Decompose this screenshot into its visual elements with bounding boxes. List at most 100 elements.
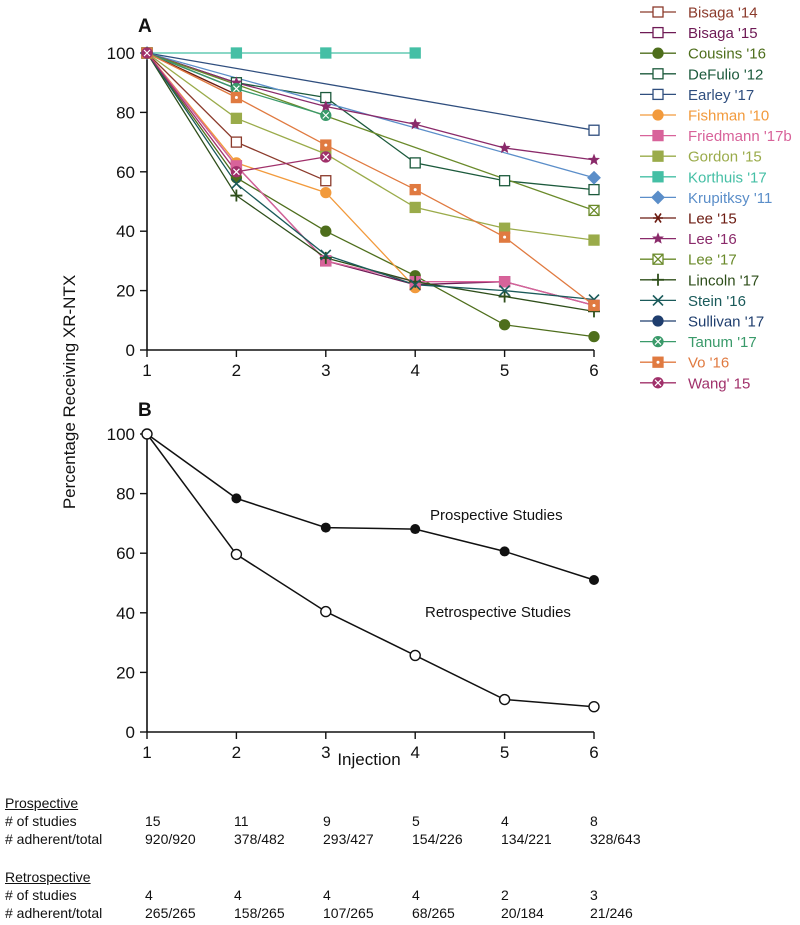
legend-item: Cousins '16 (640, 46, 766, 63)
data-point-18-1 (230, 166, 243, 178)
legend-item: Lee '16 (640, 231, 737, 248)
data-point-7-5 (588, 234, 600, 246)
data-point-17-4-dot (503, 235, 507, 239)
data-point-11-5 (588, 153, 600, 166)
legend-marker (652, 232, 664, 244)
series-label-retrospective: Retrospective Studies (425, 604, 571, 621)
panel-b-x-tick-label: 6 (589, 743, 598, 762)
data-point-18-1-x (232, 168, 240, 176)
data-point-2-4 (498, 319, 511, 331)
data-point-14-4 (499, 285, 511, 297)
data-point-12-1-x (588, 204, 600, 216)
legend-marker (651, 190, 665, 205)
panel-b-x-tick-label: 1 (142, 743, 151, 762)
series-label-prospective: Prospective Studies (430, 507, 563, 524)
data-point-17-2-dot (324, 143, 328, 147)
legend-label: Bisaga '15 (688, 25, 758, 42)
data-point-4-1 (588, 124, 600, 136)
trend-point-0-1 (231, 493, 242, 504)
data-point-18-0-x (143, 49, 151, 57)
panel-a-x-tick-label: 6 (589, 361, 598, 380)
legend-marker-x (654, 338, 662, 346)
legend-marker (653, 213, 663, 223)
series-line-3 (146, 52, 595, 191)
legend-marker-dot (656, 360, 660, 364)
legend-item: Bisaga '15 (640, 25, 758, 42)
data-point-12-1 (588, 204, 600, 217)
legend-marker (652, 315, 664, 327)
legend-label: Bisaga '14 (688, 5, 758, 22)
legend-item: Gordon '15 (640, 149, 762, 166)
data-point-17-2 (320, 139, 332, 151)
data-point-7-1 (230, 112, 243, 124)
trend-point-1-1 (230, 548, 243, 561)
data-point-17-1-dot (234, 96, 238, 100)
series-line-17 (146, 52, 595, 306)
data-point-18-0 (141, 47, 153, 59)
data-point-17-1 (230, 91, 243, 104)
legend-marker (652, 150, 664, 162)
series-line-6 (146, 52, 595, 307)
data-point-8-2 (320, 47, 332, 59)
legend-label: DeFulio '12 (688, 66, 763, 83)
data-point-6-4 (498, 276, 511, 288)
legend-label: Vo '16 (688, 355, 729, 372)
series-line-12 (146, 52, 595, 212)
trend-line-0 (146, 433, 595, 581)
legend-label: Krupitksy '11 (688, 190, 772, 207)
x-axis-title: Injection (337, 750, 400, 769)
trend-point-1-5 (588, 700, 600, 713)
y-axis-title: Percentage Receiving XR-NTX (60, 275, 79, 509)
legend-item: Lee '15 (640, 211, 737, 228)
legend-label: Lee '15 (688, 211, 737, 228)
legend-item: Wang' 15 (640, 375, 750, 392)
data-point-11-2 (319, 100, 332, 112)
panel-a-x-tick-label: 2 (232, 361, 241, 380)
legend-label: Tanum '17 (688, 334, 757, 351)
data-point-0-1 (230, 136, 243, 148)
panel-a-y-tick-label: 60 (116, 163, 135, 182)
data-point-9-1 (587, 170, 601, 185)
series-line-11 (146, 52, 595, 161)
legend-marker (652, 68, 664, 80)
legend-label: Fishman '10 (688, 108, 769, 125)
data-point-8-1 (230, 47, 243, 59)
legend-marker (652, 88, 664, 101)
panel-b-y-tick-label: 20 (116, 663, 135, 682)
data-point-14-1 (230, 178, 242, 190)
panel-a-x-tick-label: 3 (321, 361, 330, 380)
data-point-11-3 (409, 117, 422, 130)
data-point-17-5-dot (592, 303, 596, 307)
legend-label: Lincoln '17 (688, 272, 759, 289)
data-point-13-4 (498, 290, 511, 303)
legend-marker (652, 253, 664, 265)
data-point-0-2 (320, 175, 332, 187)
legend-item: Earley '17 (640, 87, 754, 104)
legend-marker-x (654, 379, 662, 387)
legend-label: Earley '17 (688, 87, 754, 104)
series-line-7 (146, 52, 595, 241)
trend-point-0-4 (499, 546, 510, 557)
legend-label: Cousins '16 (688, 46, 766, 63)
legend-label: Gordon '15 (688, 149, 762, 166)
legend-label: Sullivan '17 (688, 314, 764, 331)
panel-a-y-tick-label: 40 (116, 222, 135, 241)
data-point-7-3 (409, 201, 421, 214)
legend-marker (652, 109, 664, 121)
panel-b-y-tick-label: 0 (126, 723, 135, 742)
panel-a-x-tick-label: 4 (410, 361, 419, 380)
panel-b-y-tick-label: 80 (116, 485, 135, 504)
data-point-5-2 (320, 186, 332, 199)
legend-marker (652, 6, 664, 18)
legend-item: Friedmann '17b (640, 128, 792, 145)
panel-b-letter: B (138, 400, 152, 421)
trend-point-1-2 (320, 605, 332, 618)
legend-item: Fishman '10 (640, 108, 769, 125)
trend-point-0-5 (589, 575, 599, 586)
data-point-16-2-x (322, 111, 330, 119)
legend-item: Lee '17 (640, 252, 737, 269)
legend-item: Lincoln '17 (640, 272, 759, 289)
trend-point-1-0 (141, 428, 153, 440)
panel-a-y-tick-label: 80 (116, 103, 135, 122)
